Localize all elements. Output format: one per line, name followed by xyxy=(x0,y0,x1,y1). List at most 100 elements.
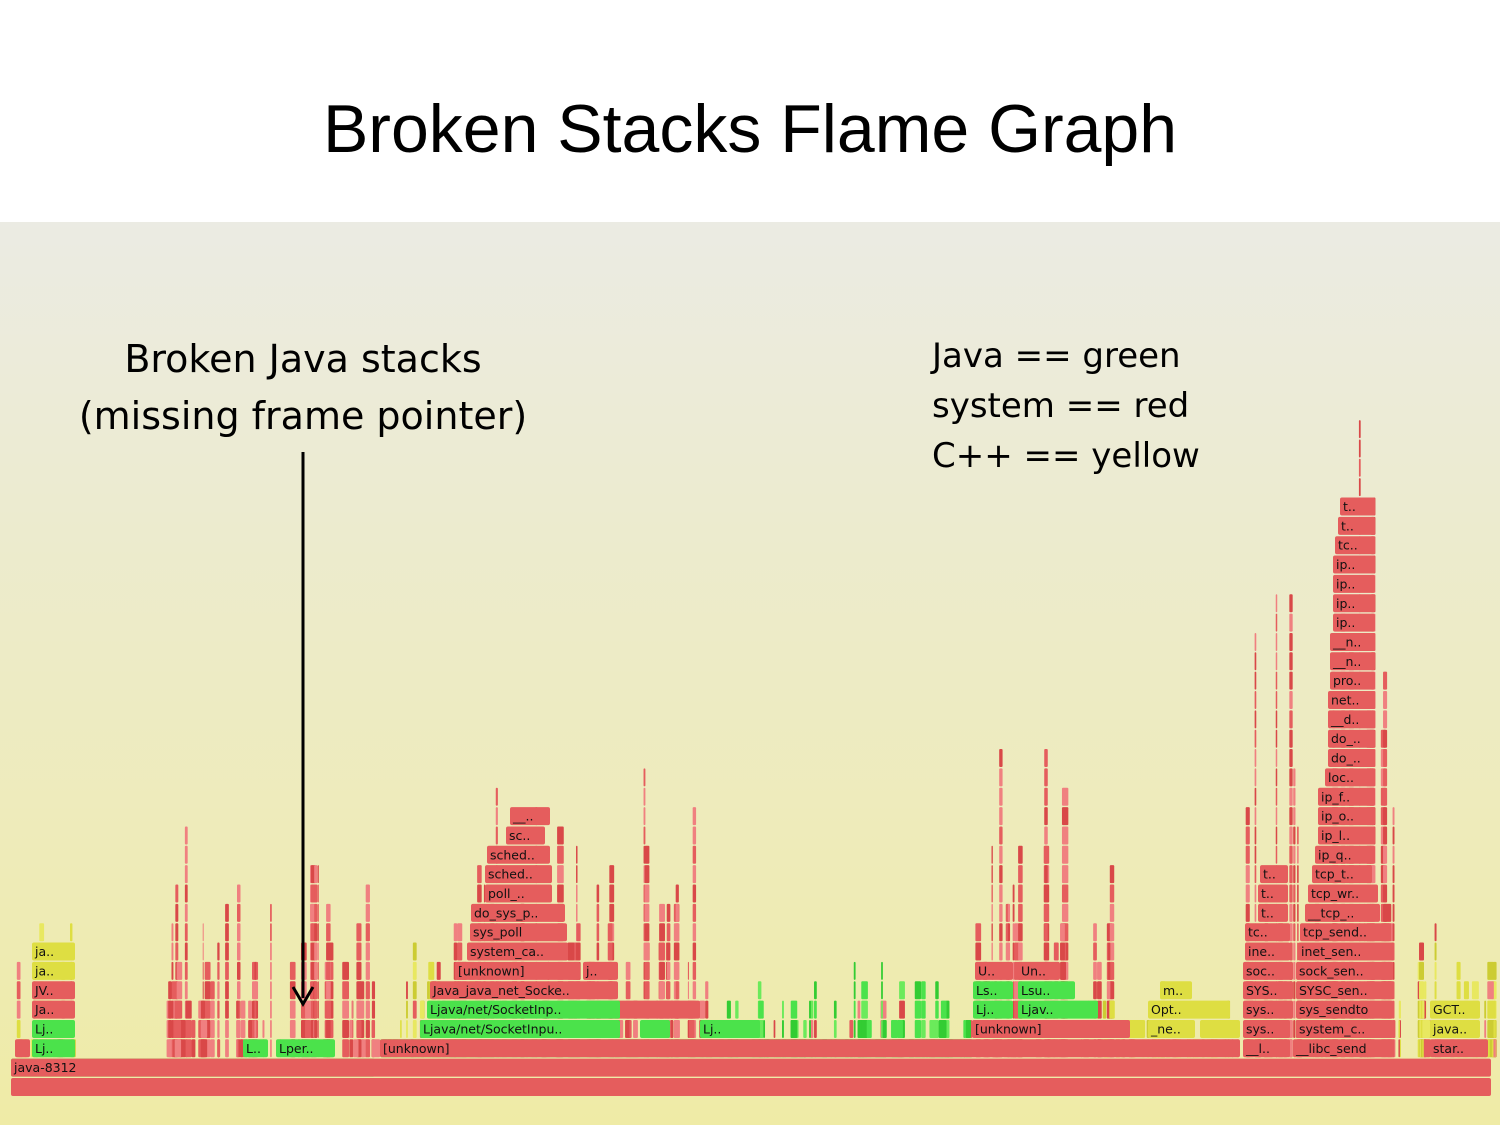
frame-sliver xyxy=(1061,826,1069,845)
frame-sliver xyxy=(1018,942,1023,961)
frame-sliver xyxy=(921,1019,926,1038)
frame-sliver xyxy=(237,961,241,980)
frame-sliver xyxy=(1060,961,1065,980)
frame-sliver xyxy=(991,903,993,922)
frame-sliver xyxy=(1254,865,1257,884)
frame-sliver xyxy=(365,1000,370,1019)
frame-sliver xyxy=(858,1019,862,1038)
frame: tcp_wr.. xyxy=(1308,884,1378,903)
frame-label: j.. xyxy=(585,963,597,978)
frame-sliver xyxy=(373,1039,381,1058)
frame-sliver xyxy=(270,903,272,922)
frame-sliver xyxy=(1109,1000,1115,1019)
frame-sliver xyxy=(412,1019,417,1038)
frame-sliver xyxy=(999,787,1003,806)
frame-sliver xyxy=(692,903,697,922)
frame: [unknown] xyxy=(380,1039,1240,1058)
frame-box xyxy=(1330,652,1375,671)
frame-sliver xyxy=(239,1039,243,1058)
frame-box xyxy=(471,903,565,922)
frame-label: java-8312 xyxy=(13,1060,77,1075)
frame-sliver xyxy=(16,981,21,1000)
frame: ip_f.. xyxy=(1318,787,1375,806)
frame-box xyxy=(243,1039,268,1058)
frame-sliver xyxy=(1018,903,1023,922)
frame-sliver xyxy=(1061,787,1069,806)
frame-sliver xyxy=(202,961,204,980)
frame: Un.. xyxy=(1018,961,1060,980)
frame-label: ine.. xyxy=(1248,944,1275,959)
frame-sliver xyxy=(557,865,564,884)
frame-sliver xyxy=(1456,981,1461,1000)
frame-label: java.. xyxy=(1432,1021,1467,1036)
frame: SYS.. xyxy=(1243,981,1293,1000)
frame-box xyxy=(427,1000,620,1019)
frame-sliver xyxy=(1061,903,1069,922)
frame: sys_sendto xyxy=(1296,1000,1393,1019)
frame-sliver xyxy=(171,981,174,1000)
frame-sliver xyxy=(1012,884,1015,903)
frame-sliver xyxy=(1245,826,1250,845)
frame-sliver xyxy=(1044,884,1048,903)
frame-sliver xyxy=(1044,768,1048,787)
frame-sliver xyxy=(1422,1000,1425,1019)
frame-label: Lj.. xyxy=(35,1021,53,1036)
frame-sliver xyxy=(317,961,319,980)
frame-sliver xyxy=(365,942,370,961)
frame-label: do_sys_p.. xyxy=(474,905,538,920)
frame-sliver xyxy=(365,961,370,980)
frame-sliver xyxy=(991,865,993,884)
frame-sliver xyxy=(168,1039,172,1058)
frame-sliver xyxy=(174,1019,182,1038)
frame-sliver xyxy=(596,942,600,961)
frame-label: soc.. xyxy=(1246,963,1275,978)
frame-sliver xyxy=(1275,691,1278,709)
frame-sliver xyxy=(217,1000,220,1019)
frame-box xyxy=(1018,961,1060,980)
slide-title: Broken Stacks Flame Graph xyxy=(323,91,1177,167)
frame-sliver xyxy=(763,1019,766,1038)
frame-sliver xyxy=(735,1000,739,1019)
frame-sliver xyxy=(1012,942,1015,961)
frame-sliver xyxy=(607,942,613,961)
frame-sliver xyxy=(692,865,697,884)
frame-sliver xyxy=(314,903,318,922)
frame-label: ip.. xyxy=(1336,576,1355,591)
frame-label: sys_sendto xyxy=(1299,1002,1368,1017)
frame-sliver xyxy=(1392,807,1395,826)
frame-sliver xyxy=(557,884,564,903)
frame-sliver xyxy=(1254,807,1257,826)
frame-sliver xyxy=(317,1000,319,1019)
frame-sliver xyxy=(644,903,650,922)
frame-sliver xyxy=(881,1019,883,1038)
frame-sliver xyxy=(1493,1000,1496,1019)
frame-sliver xyxy=(1392,1039,1395,1058)
frame-sliver xyxy=(644,865,650,884)
frame-sliver xyxy=(185,1039,192,1058)
frame-sliver xyxy=(1289,807,1293,826)
frame-sliver xyxy=(1392,845,1395,864)
frame-box xyxy=(1330,632,1375,651)
frame-sliver xyxy=(1456,961,1461,980)
frame-sliver xyxy=(1018,884,1023,903)
frame-box xyxy=(1300,923,1390,942)
frame-label: Ljav.. xyxy=(1021,1002,1053,1017)
frame-sliver xyxy=(782,1019,784,1038)
frame-sliver xyxy=(945,1019,950,1038)
frame-label: Lsu.. xyxy=(1021,983,1050,998)
frame-sliver xyxy=(596,903,600,922)
frame-sliver xyxy=(999,768,1003,787)
frame-sliver xyxy=(171,1019,174,1038)
frame-sliver xyxy=(999,807,1003,826)
frame-sliver xyxy=(1245,807,1250,826)
frame-sliver xyxy=(1109,884,1115,903)
frame-label: __tcp_.. xyxy=(1307,905,1354,920)
frame-sliver xyxy=(270,981,272,1000)
frame-box xyxy=(1018,981,1075,1000)
frame-sliver xyxy=(1289,594,1293,613)
frame-sliver xyxy=(999,923,1003,942)
frame-box xyxy=(1160,981,1192,1000)
frame-sliver xyxy=(191,1039,196,1058)
frame-label: JV.. xyxy=(34,983,54,998)
frame-sliver xyxy=(225,981,229,1000)
